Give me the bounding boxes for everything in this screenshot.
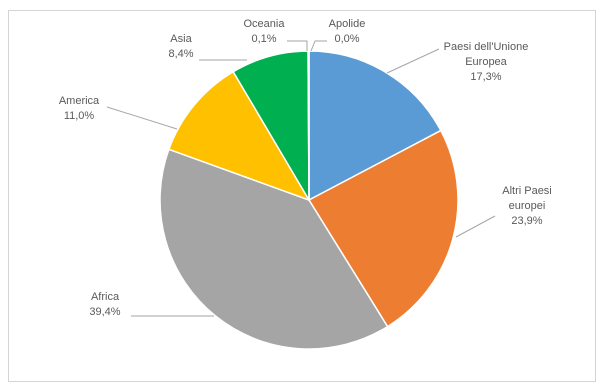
category-label-asia: Asia (170, 33, 192, 45)
category-label-america: America (59, 95, 100, 107)
pie-slice-africa (159, 148, 389, 350)
category-label-paesi-dell-unione-europea: Europea (465, 56, 507, 68)
leader-line-america (106, 106, 178, 130)
value-label-oceania: 0,1% (251, 33, 276, 45)
pie-slice-altri-paesi-europei (307, 129, 459, 328)
leader-line-paesi-dell-unione-europea (386, 48, 440, 74)
value-label-africa: 39,4% (89, 306, 120, 318)
leader-lines (106, 40, 496, 317)
category-label-altri-paesi-europei: Altri Paesi (502, 185, 552, 197)
category-label-oceania: Oceania (244, 18, 286, 30)
pie-slice-america (167, 70, 311, 202)
value-label-asia: 8,4% (168, 48, 193, 60)
pie-chart: Paesi dell'Unione Europea 17,3% Altri Paesi… (59, 18, 552, 350)
category-label-altri-paesi-europei: europei (509, 200, 546, 212)
chart-area: Paesi dell'Unione Europea 17,3% Altri Paesi… (8, 10, 596, 382)
value-label-paesi-dell-unione-europea: 17,3% (470, 71, 501, 83)
pie-slice-oceania (307, 50, 310, 201)
leader-line-altri-paesi-europei (455, 215, 496, 238)
pie-slices (159, 50, 459, 350)
leader-line-apolide (310, 40, 327, 52)
data-labels: Paesi dell'Unione Europea 17,3% Altri Paesi… (59, 18, 552, 318)
pie-slice-paesi-dell-unione-europea (308, 50, 442, 202)
value-label-apolide: 0,0% (334, 33, 359, 45)
category-label-paesi-dell-unione-europea: Paesi dell'Unione (444, 41, 529, 53)
category-label-apolide: Apolide (329, 18, 366, 30)
value-label-altri-paesi-europei: 23,9% (511, 215, 542, 227)
leader-line-oceania (287, 40, 308, 51)
category-label-africa: Africa (91, 291, 120, 303)
value-label-america: 11,0% (64, 110, 95, 122)
